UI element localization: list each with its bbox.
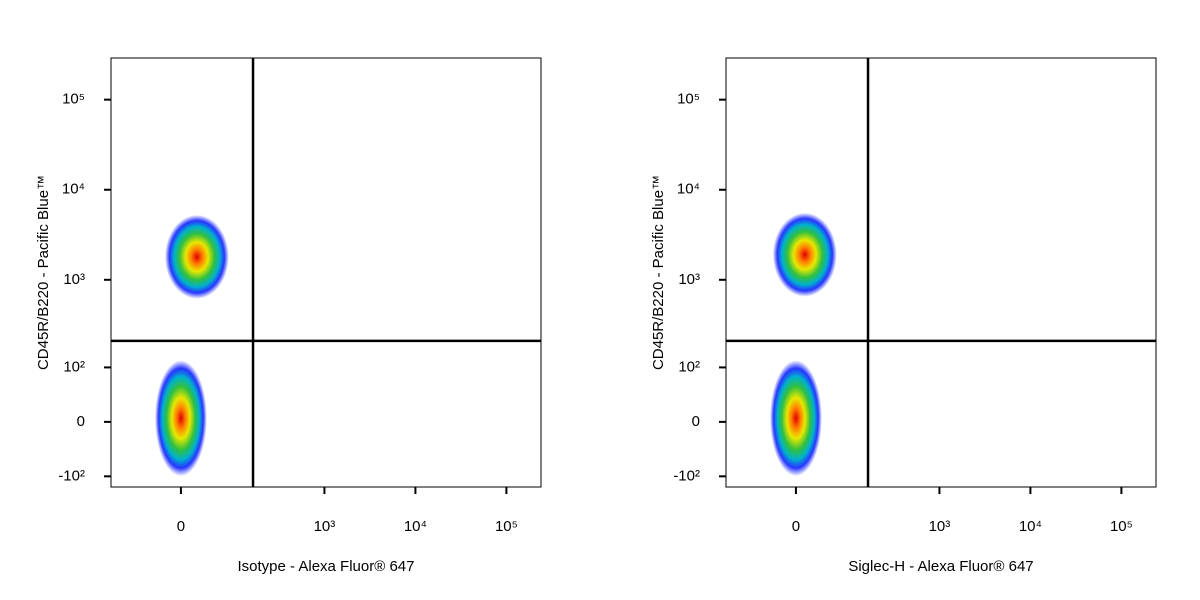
x-tick-label: 0 [177, 518, 185, 535]
x-tick-label: 10⁵ [1110, 518, 1133, 535]
y-tick-label: 10⁵ [62, 91, 85, 108]
y-tick-label: 10³ [63, 271, 85, 288]
x-axis-label: Siglec-H - Alexa Fluor® 647 [848, 558, 1033, 575]
y-tick-label: 10⁵ [677, 91, 700, 108]
y-tick-label: 0 [77, 413, 85, 430]
y-tick-label: 10⁴ [62, 181, 85, 198]
x-tick-label: 10⁴ [1019, 518, 1042, 535]
x-tick-label: 10³ [314, 518, 336, 535]
y-tick-label: 10³ [678, 271, 700, 288]
y-tick-label: 10² [63, 358, 85, 375]
y-axis-label: CD45R/B220 - Pacific Blue™ [650, 175, 667, 370]
population [164, 214, 229, 299]
y-axis-label: CD45R/B220 - Pacific Blue™ [35, 175, 52, 370]
x-tick-label: 0 [792, 518, 800, 535]
plot-frame [725, 57, 1157, 488]
y-tick-label: 10⁴ [677, 181, 700, 198]
y-tick-label: -10² [673, 467, 700, 484]
x-tick-label: 10⁵ [495, 518, 518, 535]
x-tick-label: 10⁴ [404, 518, 427, 535]
population [769, 360, 822, 477]
x-axis-label: Isotype - Alexa Fluor® 647 [238, 558, 415, 575]
population [772, 212, 837, 297]
y-tick-label: -10² [58, 467, 85, 484]
population [154, 360, 207, 477]
x-tick-label: 10³ [929, 518, 951, 535]
plot-frame [110, 57, 542, 488]
y-tick-label: 0 [692, 413, 700, 430]
y-tick-label: 10² [678, 358, 700, 375]
